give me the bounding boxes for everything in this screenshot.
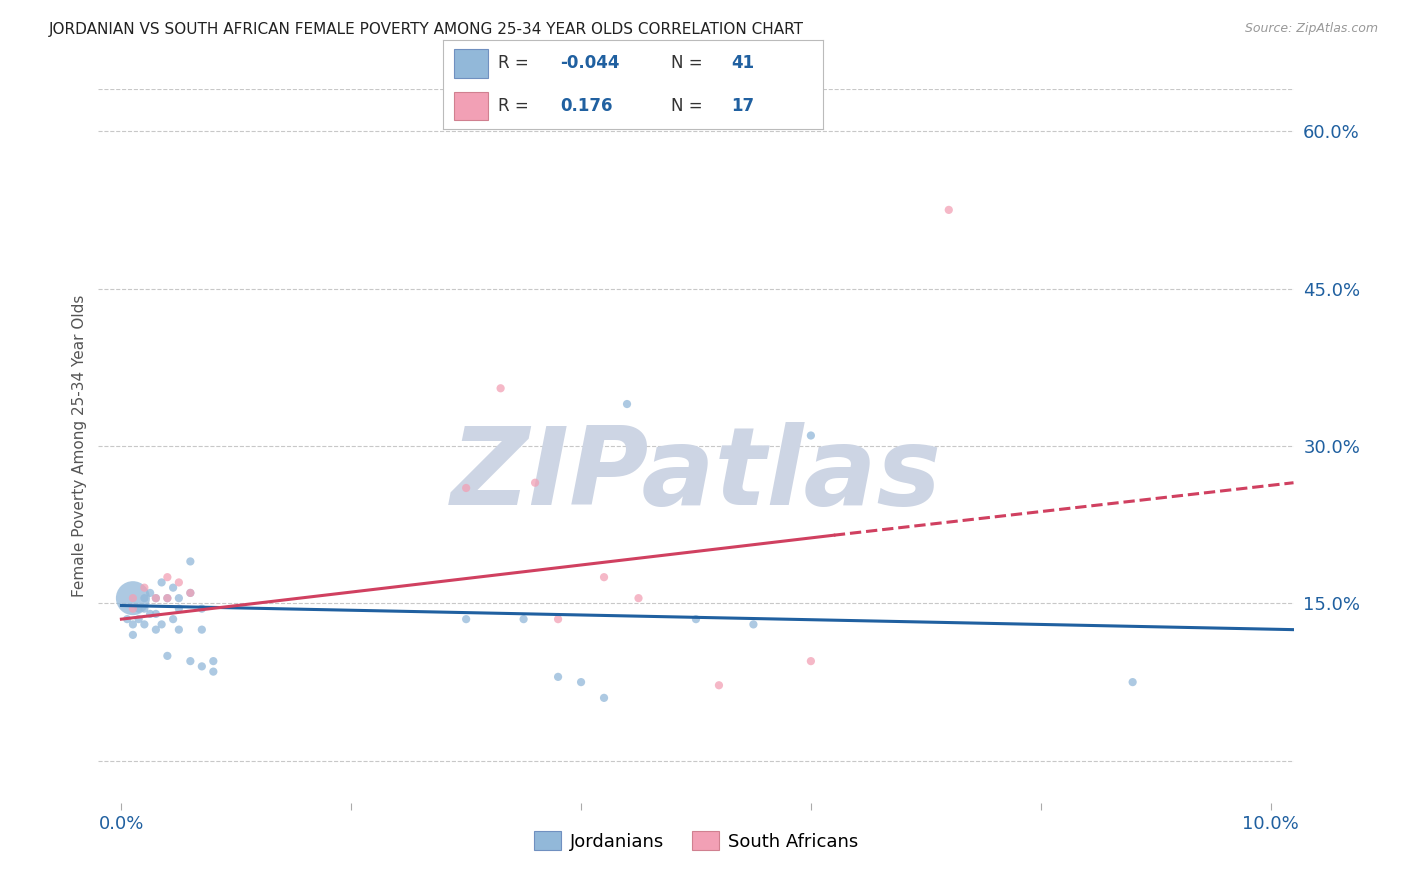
Point (134, 581, 156, 595)
Text: JORDANIAN VS SOUTH AFRICAN FEMALE POVERTY AMONG 25-34 YEAR OLDS CORRELATION CHAR: JORDANIAN VS SOUTH AFRICAN FEMALE POVERT… (49, 22, 804, 37)
Text: N =: N = (671, 54, 707, 72)
Point (122, 628, 145, 642)
Point (134, 601, 156, 615)
Text: Source: ZipAtlas.com: Source: ZipAtlas.com (1244, 22, 1378, 36)
Point (593, 570, 616, 584)
Point (122, 591, 145, 606)
Point (616, 397, 638, 411)
Point (179, 586, 201, 600)
Point (122, 591, 145, 606)
Point (938, 202, 960, 217)
Point (167, 623, 190, 637)
Point (800, 654, 823, 668)
Point (456, 612, 478, 626)
Point (179, 654, 201, 668)
Point (134, 617, 156, 632)
Point (179, 586, 201, 600)
Point (202, 665, 225, 679)
Point (156, 591, 179, 606)
Point (685, 612, 707, 626)
Point (150, 617, 173, 632)
Point (202, 654, 225, 668)
Point (707, 678, 730, 692)
Point (139, 607, 162, 621)
Point (547, 612, 569, 626)
Point (167, 591, 190, 606)
Point (167, 575, 190, 590)
Point (179, 554, 201, 568)
Point (145, 591, 167, 606)
Point (145, 623, 167, 637)
Point (800, 428, 823, 442)
Bar (454, 49, 488, 78)
Text: 17: 17 (731, 97, 755, 115)
Text: 41: 41 (731, 54, 755, 72)
Point (1122, 675, 1144, 690)
Point (134, 591, 156, 606)
Point (145, 607, 167, 621)
Point (122, 601, 145, 615)
Point (128, 612, 150, 626)
Point (115, 612, 138, 626)
Point (593, 690, 616, 705)
Point (162, 581, 184, 595)
Text: R =: R = (498, 54, 534, 72)
Point (191, 623, 214, 637)
Y-axis label: Female Poverty Among 25-34 Year Olds: Female Poverty Among 25-34 Year Olds (72, 295, 87, 597)
Point (150, 575, 173, 590)
Point (162, 612, 184, 626)
Point (191, 659, 214, 673)
Point (156, 591, 179, 606)
Text: R =: R = (498, 97, 534, 115)
Text: -0.044: -0.044 (561, 54, 620, 72)
Point (547, 670, 569, 684)
Point (742, 617, 765, 632)
Bar (454, 92, 488, 120)
Point (569, 675, 592, 690)
Text: ZIPatlas: ZIPatlas (450, 422, 942, 527)
Point (128, 601, 150, 615)
Point (139, 586, 162, 600)
Point (167, 601, 190, 615)
Point (156, 648, 179, 663)
Text: N =: N = (671, 97, 707, 115)
Point (627, 591, 650, 606)
Point (156, 570, 179, 584)
Point (456, 481, 478, 495)
Text: 0.176: 0.176 (561, 97, 613, 115)
Point (489, 381, 512, 395)
Point (512, 612, 534, 626)
Point (524, 475, 547, 490)
Legend: Jordanians, South Africans: Jordanians, South Africans (527, 824, 865, 858)
Point (191, 601, 214, 615)
Point (122, 617, 145, 632)
Point (145, 591, 167, 606)
